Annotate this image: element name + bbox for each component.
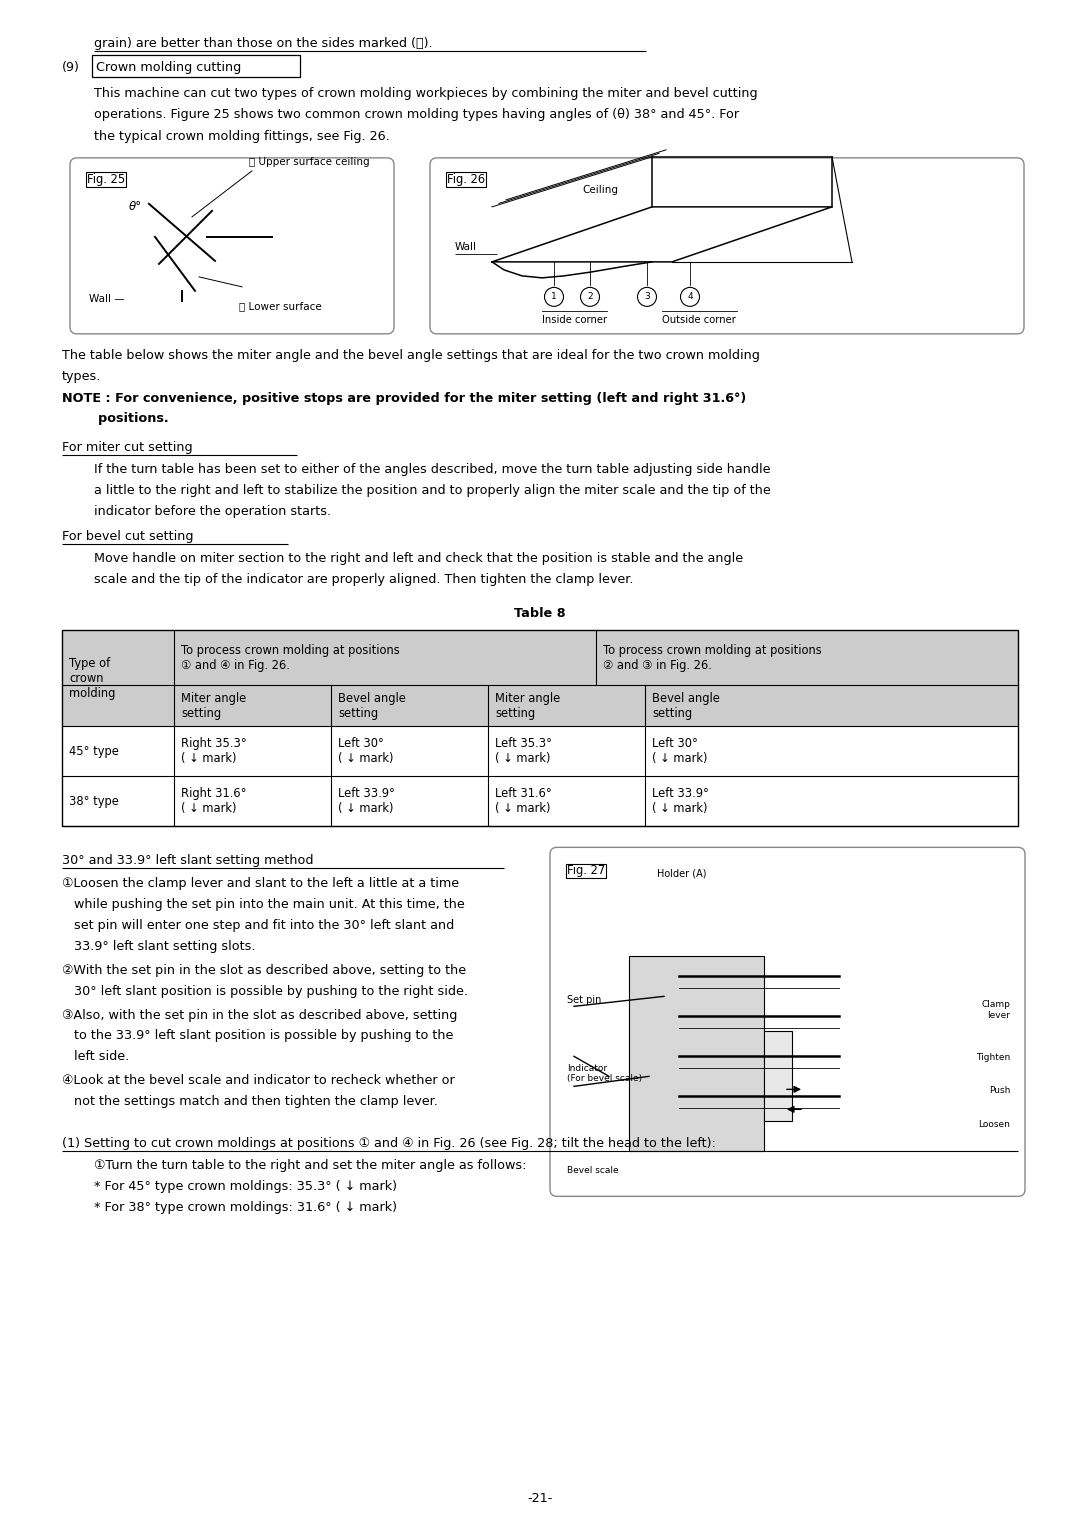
Text: Left 31.6°
( ↓ mark): Left 31.6° ( ↓ mark) [495,788,552,815]
Text: This machine can cut two types of crown molding workpieces by combining the mite: This machine can cut two types of crown … [94,87,758,99]
Text: Miter angle
setting: Miter angle setting [181,692,246,719]
Text: Ⓑ Lower surface: Ⓑ Lower surface [239,301,322,312]
Text: Wall: Wall [455,241,477,252]
Text: NOTE : For convenience, positive stops are provided for the miter setting (left : NOTE : For convenience, positive stops a… [62,392,746,405]
Text: Right 31.6°
( ↓ mark): Right 31.6° ( ↓ mark) [181,788,246,815]
Text: Clamp
lever: Clamp lever [981,1000,1010,1020]
Text: * For 45° type crown moldings: 35.3° ( ↓ mark): * For 45° type crown moldings: 35.3° ( ↓… [94,1180,397,1193]
Text: 33.9° left slant setting slots.: 33.9° left slant setting slots. [62,939,256,953]
Text: 30° left slant position is possible by pushing to the right side.: 30° left slant position is possible by p… [62,985,468,997]
Text: Bevel angle
setting: Bevel angle setting [338,692,406,719]
Text: Loosen: Loosen [978,1119,1010,1128]
Text: Indicator
(For bevel scale): Indicator (For bevel scale) [567,1064,643,1084]
Text: ③Also, with the set pin in the slot as described above, setting: ③Also, with the set pin in the slot as d… [62,1009,457,1022]
Text: 4: 4 [687,292,692,301]
Text: Right 35.3°
( ↓ mark): Right 35.3° ( ↓ mark) [181,738,246,765]
Text: For bevel cut setting: For bevel cut setting [62,530,193,544]
Bar [629,956,764,1151]
Text: 1: 1 [551,292,557,301]
Text: * For 38° type crown moldings: 31.6° ( ↓ mark): * For 38° type crown moldings: 31.6° ( ↓… [94,1202,397,1214]
Text: (1) Setting to cut crown moldings at positions ① and ④ in Fig. 26 (see Fig. 28; : (1) Setting to cut crown moldings at pos… [62,1138,716,1150]
Text: Left 30°
( ↓ mark): Left 30° ( ↓ mark) [652,738,707,765]
Text: Set pin: Set pin [567,996,602,1005]
Text: operations. Figure 25 shows two common crown molding types having angles of (θ) : operations. Figure 25 shows two common c… [94,108,739,122]
Text: Left 35.3°
( ↓ mark): Left 35.3° ( ↓ mark) [495,738,552,765]
Text: Ⓐ Upper surface ceiling: Ⓐ Upper surface ceiling [249,157,369,166]
Bar [62,631,1018,826]
Bar [92,55,299,76]
Text: Bevel angle
setting: Bevel angle setting [652,692,720,719]
Text: Left 30°
( ↓ mark): Left 30° ( ↓ mark) [338,738,393,765]
Text: positions.: positions. [62,412,168,426]
Text: scale and the tip of the indicator are properly aligned. Then tighten the clamp : scale and the tip of the indicator are p… [94,573,634,586]
Text: Miter angle
setting: Miter angle setting [495,692,561,719]
Text: To process crown molding at positions
② and ③ in Fig. 26.: To process crown molding at positions ② … [603,644,822,672]
Text: to the 33.9° left slant position is possible by pushing to the: to the 33.9° left slant position is poss… [62,1029,454,1043]
Text: 30° and 33.9° left slant setting method: 30° and 33.9° left slant setting method [62,854,313,867]
Text: To process crown molding at positions
① and ④ in Fig. 26.: To process crown molding at positions ① … [181,644,400,672]
Text: Ceiling: Ceiling [582,185,618,195]
Text: Push: Push [988,1086,1010,1095]
Text: not the settings match and then tighten the clamp lever.: not the settings match and then tighten … [62,1095,437,1109]
Text: Inside corner: Inside corner [542,315,607,325]
Text: Fig. 27: Fig. 27 [567,864,605,878]
Text: Wall —: Wall — [89,293,124,304]
Text: -21-: -21- [527,1492,553,1506]
Bar [62,631,1018,727]
Text: θ°: θ° [129,200,143,214]
Text: left side.: left side. [62,1051,130,1063]
Text: Holder (A): Holder (A) [657,869,706,878]
Text: Left 33.9°
( ↓ mark): Left 33.9° ( ↓ mark) [338,788,395,815]
Text: grain) are better than those on the sides marked (Ⓑ).: grain) are better than those on the side… [94,37,433,50]
FancyBboxPatch shape [70,157,394,334]
Text: ④Look at the bevel scale and indicator to recheck whether or: ④Look at the bevel scale and indicator t… [62,1075,455,1087]
Text: Outside corner: Outside corner [662,315,735,325]
Text: Move handle on miter section to the right and left and check that the position i: Move handle on miter section to the righ… [94,553,743,565]
Text: Fig. 26: Fig. 26 [447,173,485,186]
Text: 3: 3 [644,292,650,301]
Text: Left 33.9°
( ↓ mark): Left 33.9° ( ↓ mark) [652,788,708,815]
Text: Crown molding cutting: Crown molding cutting [95,61,241,73]
Text: For miter cut setting: For miter cut setting [62,441,192,454]
Text: 45° type: 45° type [69,745,119,757]
Text: a little to the right and left to stabilize the position and to properly align t: a little to the right and left to stabil… [94,484,771,498]
Bar [62,631,1018,826]
Text: Type of
crown
molding: Type of crown molding [69,657,116,699]
Text: Fig. 25: Fig. 25 [87,173,125,186]
Text: ②With the set pin in the slot as described above, setting to the: ②With the set pin in the slot as describ… [62,964,467,977]
FancyBboxPatch shape [550,847,1025,1196]
Text: (9): (9) [62,61,80,73]
Text: the typical crown molding fittings, see Fig. 26.: the typical crown molding fittings, see … [94,130,390,144]
Text: If the turn table has been set to either of the angles described, move the turn : If the turn table has been set to either… [94,463,770,476]
Text: Tighten: Tighten [975,1052,1010,1061]
Text: ①Turn the turn table to the right and set the miter angle as follows:: ①Turn the turn table to the right and se… [94,1159,527,1173]
FancyBboxPatch shape [430,157,1024,334]
Text: Bevel scale: Bevel scale [567,1167,619,1176]
Text: 38° type: 38° type [69,796,119,808]
Text: 2: 2 [588,292,593,301]
Bar [764,1031,792,1121]
Text: set pin will enter one step and fit into the 30° left slant and: set pin will enter one step and fit into… [62,919,455,931]
Text: types.: types. [62,370,102,383]
Text: The table below shows the miter angle and the bevel angle settings that are idea: The table below shows the miter angle an… [62,348,760,362]
Text: ①Loosen the clamp lever and slant to the left a little at a time: ①Loosen the clamp lever and slant to the… [62,878,459,890]
Text: while pushing the set pin into the main unit. At this time, the: while pushing the set pin into the main … [62,898,464,912]
Text: indicator before the operation starts.: indicator before the operation starts. [94,505,332,518]
Text: Table 8: Table 8 [514,608,566,620]
